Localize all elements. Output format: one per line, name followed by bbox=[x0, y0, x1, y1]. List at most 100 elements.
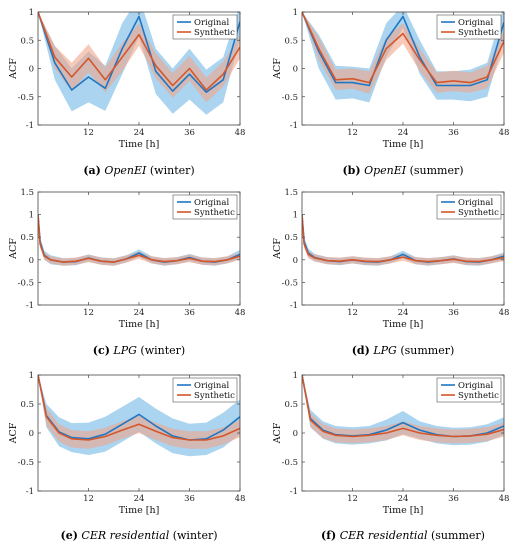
series-line-original bbox=[38, 375, 240, 441]
x-tick-label: 36 bbox=[448, 494, 459, 504]
y-tick-label: 0.5 bbox=[20, 400, 34, 410]
x-tick-label: 12 bbox=[83, 494, 94, 504]
panel-caption: (d) LPG (summer) bbox=[352, 344, 455, 357]
caption-letter: (c) bbox=[93, 344, 110, 357]
caption-letter: (a) bbox=[83, 164, 101, 177]
series-line-synthetic bbox=[38, 375, 240, 441]
plot-area bbox=[302, 375, 504, 446]
y-tick-label: 1 bbox=[29, 211, 34, 221]
x-tick-label: 24 bbox=[134, 494, 145, 504]
x-tick-label: 24 bbox=[134, 128, 145, 138]
caption-season: (summer) bbox=[400, 344, 454, 357]
x-tick-label: 24 bbox=[398, 494, 409, 504]
panel-caption: (f) CER residential (summer) bbox=[321, 529, 485, 542]
y-tick-label: -1 bbox=[26, 301, 34, 311]
caption-letter: (f) bbox=[321, 529, 336, 542]
legend-entry-original: Original bbox=[194, 198, 229, 208]
band-original bbox=[38, 12, 240, 115]
series-line-original bbox=[302, 12, 504, 87]
x-axis-label: Time [h] bbox=[119, 319, 160, 330]
plot-area bbox=[38, 12, 240, 115]
plot-area bbox=[302, 214, 504, 266]
x-axis-label: Time [h] bbox=[383, 505, 424, 516]
legend-box bbox=[172, 194, 238, 220]
y-tick-label: -0.5 bbox=[282, 93, 298, 103]
caption-dataset: OpenEI bbox=[104, 164, 147, 177]
legend-box bbox=[172, 14, 238, 40]
y-axis-label: ACF bbox=[272, 58, 283, 80]
y-tick-label: -0.5 bbox=[282, 278, 298, 288]
caption-dataset: LPG bbox=[372, 344, 397, 357]
y-tick-label: 0 bbox=[293, 65, 298, 75]
chart-panel-b: -1 -0.5 0 0.5 1 12 24 36 48 Time [h] ACF OriginalSy… bbox=[272, 8, 509, 177]
y-tick-label: -0.5 bbox=[18, 93, 34, 103]
y-axis-label: ACF bbox=[272, 422, 283, 444]
legend-entry-original: Original bbox=[194, 18, 229, 28]
y-tick-label: -0.5 bbox=[282, 458, 298, 468]
x-tick-label: 12 bbox=[347, 128, 358, 138]
x-tick-label: 24 bbox=[398, 128, 409, 138]
legend-entry-original: Original bbox=[458, 381, 493, 391]
x-tick-label: 12 bbox=[347, 308, 358, 318]
band-synthetic bbox=[38, 12, 240, 103]
caption-dataset: LPG bbox=[112, 344, 137, 357]
band-original bbox=[302, 375, 504, 446]
plot-area bbox=[38, 214, 240, 266]
caption-letter: (d) bbox=[352, 344, 370, 357]
caption-season: (winter) bbox=[150, 164, 195, 177]
y-tick-label: 1.5 bbox=[284, 188, 298, 198]
y-tick-label: -0.5 bbox=[18, 458, 34, 468]
x-tick-label: 12 bbox=[347, 494, 358, 504]
x-tick-label: 48 bbox=[499, 308, 510, 318]
y-tick-label: -1 bbox=[290, 301, 298, 311]
y-tick-label: 0.5 bbox=[284, 36, 298, 46]
caption-dataset: CER residential bbox=[340, 529, 428, 542]
y-tick-label: -1 bbox=[290, 487, 298, 497]
x-tick-label: 36 bbox=[184, 308, 195, 318]
y-axis-label: ACF bbox=[8, 422, 19, 444]
y-tick-label: 0 bbox=[29, 65, 34, 75]
y-tick-label: 0 bbox=[29, 429, 34, 439]
x-tick-label: 36 bbox=[184, 128, 195, 138]
legend-entry-original: Original bbox=[458, 198, 493, 208]
legend-entry-synthetic: Synthetic bbox=[458, 208, 499, 218]
y-tick-label: 0 bbox=[293, 256, 298, 266]
chart-panel-a: -1 -0.5 0 0.5 1 12 24 36 48 Time [h] ACF OriginalSy… bbox=[8, 8, 246, 177]
x-axis-label: Time [h] bbox=[383, 139, 424, 150]
panel-caption: (a) OpenEI (winter) bbox=[83, 164, 194, 177]
x-tick-label: 36 bbox=[448, 128, 459, 138]
plot-area bbox=[302, 12, 504, 103]
x-tick-label: 24 bbox=[398, 308, 409, 318]
panel-caption: (b) OpenEI (summer) bbox=[342, 164, 463, 177]
y-tick-label: 0.5 bbox=[20, 36, 34, 46]
y-tick-label: 0.5 bbox=[284, 233, 298, 243]
chart-panel-d: -1 -0.5 0 0.5 1 1.5 12 24 36 48 Time [h] ACF Origina… bbox=[272, 188, 509, 357]
y-tick-label: 1 bbox=[293, 211, 298, 221]
band-synthetic bbox=[38, 214, 240, 266]
caption-letter: (b) bbox=[342, 164, 360, 177]
y-tick-label: 0 bbox=[29, 256, 34, 266]
chart-panel-e: -1 -0.5 0 0.5 1 12 24 36 48 Time [h] ACF OriginalSy… bbox=[8, 371, 245, 542]
band-synthetic bbox=[302, 12, 504, 94]
series-line-original bbox=[302, 214, 504, 263]
legend-entry-synthetic: Synthetic bbox=[458, 28, 499, 38]
y-tick-label: 1 bbox=[293, 8, 298, 18]
series-line-synthetic bbox=[302, 12, 504, 84]
x-axis-label: Time [h] bbox=[383, 319, 424, 330]
x-tick-label: 36 bbox=[448, 308, 459, 318]
x-tick-label: 48 bbox=[235, 128, 246, 138]
y-axis-label: ACF bbox=[8, 58, 19, 80]
legend-box bbox=[436, 194, 502, 220]
caption-season: (summer) bbox=[431, 529, 485, 542]
series-line-synthetic bbox=[302, 375, 504, 438]
band-synthetic bbox=[302, 375, 504, 444]
caption-dataset: OpenEI bbox=[364, 164, 407, 177]
y-tick-label: 1 bbox=[293, 371, 298, 381]
band-synthetic bbox=[38, 375, 240, 449]
x-axis-label: Time [h] bbox=[119, 505, 160, 516]
y-tick-label: 1 bbox=[29, 371, 34, 381]
